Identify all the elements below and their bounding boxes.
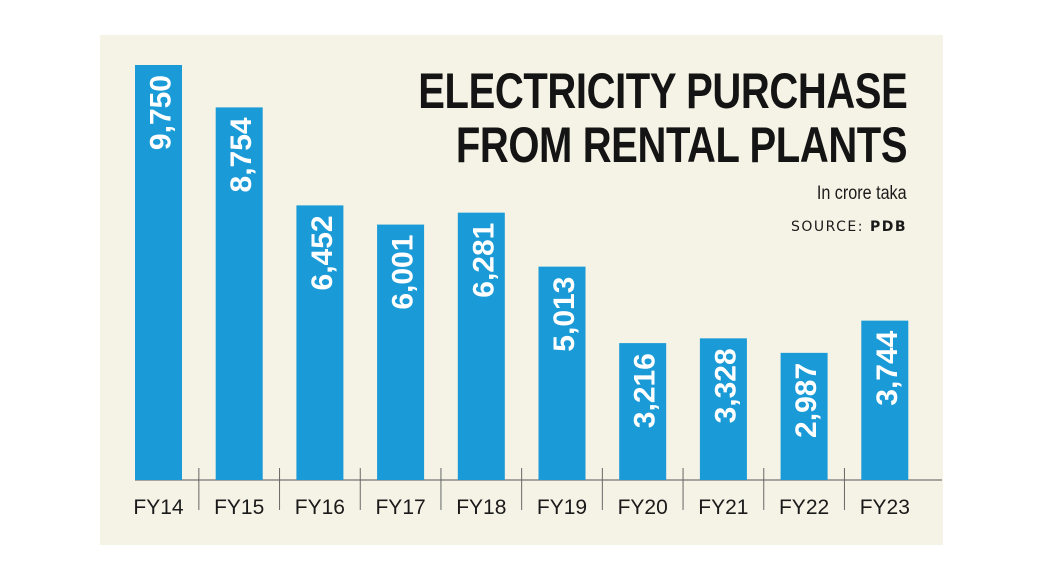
value-label-fy17: 6,001 — [387, 235, 420, 310]
category-label-fy19: FY19 — [537, 496, 587, 519]
value-label-fy19: 5,013 — [548, 277, 581, 352]
category-label-fy20: FY20 — [618, 496, 668, 519]
category-label-fy18: FY18 — [456, 496, 506, 519]
bar-fy19 — [538, 266, 586, 480]
value-label-fy21: 3,328 — [709, 348, 742, 423]
bar-fy18 — [457, 212, 505, 480]
bar-fy17 — [377, 224, 425, 480]
chart-title-line-1: ELECTRICITY PURCHASE — [417, 63, 908, 119]
value-label-fy22: 2,987 — [790, 363, 823, 438]
category-label-fy21: FY21 — [698, 496, 748, 519]
chart-card: 9,750 FY14 8,754 FY15 6,452 FY16 6,001 FY17 6,28… — [100, 35, 943, 545]
category-label-fy17: FY17 — [375, 496, 425, 519]
value-label-fy18: 6,281 — [467, 223, 500, 298]
value-label-fy20: 3,216 — [629, 353, 662, 428]
bar-fy16 — [296, 205, 344, 480]
category-label-fy22: FY22 — [779, 496, 829, 519]
bar-fy21 — [699, 338, 747, 480]
category-label-fy16: FY16 — [295, 496, 345, 519]
bar-fy15 — [215, 107, 263, 480]
value-label-fy15: 8,754 — [225, 117, 258, 192]
bar-fy22 — [780, 352, 828, 480]
value-label-fy14: 9,750 — [145, 75, 178, 150]
source-label: SOURCE: — [790, 219, 870, 235]
value-label-fy16: 6,452 — [306, 215, 339, 290]
unit-label: In crore taka — [817, 183, 907, 204]
category-label-fy23: FY23 — [860, 496, 910, 519]
bar-fy14 — [135, 65, 182, 480]
category-label-fy15: FY15 — [214, 496, 264, 519]
bar-fy20 — [619, 343, 667, 480]
value-label-fy23: 3,744 — [871, 330, 904, 405]
category-label-fy14: FY14 — [133, 496, 184, 519]
source-name: PDB — [869, 219, 907, 235]
bar-fy23 — [861, 320, 909, 480]
source-note: SOURCE: PDB — [791, 219, 907, 235]
bar-chart: 9,750 FY14 8,754 FY15 6,452 FY16 6,001 FY17 6,28… — [133, 65, 942, 519]
chart-title-line-2: FROM RENTAL PLANTS — [455, 117, 908, 173]
